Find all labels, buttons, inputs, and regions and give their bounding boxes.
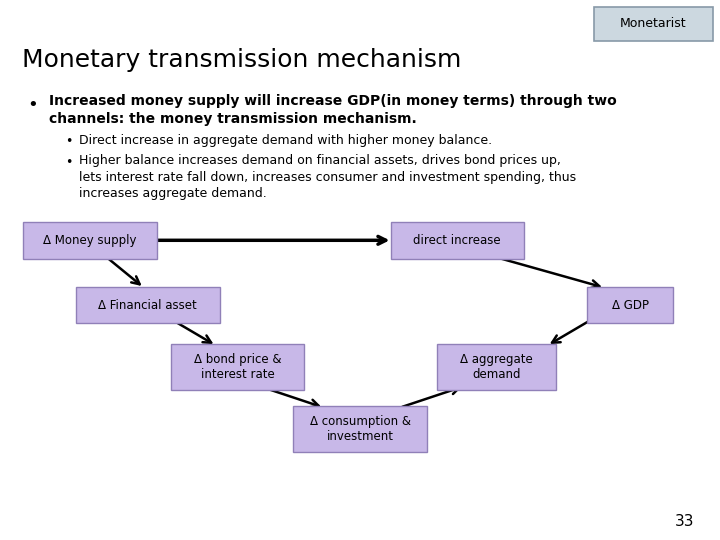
- Text: Higher balance increases demand on financial assets, drives bond prices up,: Higher balance increases demand on finan…: [79, 154, 561, 167]
- Text: Δ Financial asset: Δ Financial asset: [98, 299, 197, 312]
- FancyBboxPatch shape: [171, 345, 304, 390]
- Text: direct increase: direct increase: [413, 234, 501, 247]
- Text: •: •: [27, 96, 38, 114]
- FancyBboxPatch shape: [76, 287, 220, 323]
- Text: channels: the money transmission mechanism.: channels: the money transmission mechani…: [49, 112, 417, 126]
- Text: Δ aggregate
demand: Δ aggregate demand: [460, 353, 534, 381]
- Text: Δ consumption &
investment: Δ consumption & investment: [310, 415, 410, 443]
- Text: increases aggregate demand.: increases aggregate demand.: [79, 187, 267, 200]
- FancyBboxPatch shape: [390, 222, 524, 259]
- FancyBboxPatch shape: [24, 222, 157, 259]
- Text: Monetary transmission mechanism: Monetary transmission mechanism: [22, 49, 461, 72]
- Text: Increased money supply will increase GDP(in money terms) through two: Increased money supply will increase GDP…: [49, 94, 617, 109]
- Text: •: •: [65, 156, 72, 168]
- FancyBboxPatch shape: [438, 345, 556, 390]
- Text: Δ GDP: Δ GDP: [611, 299, 649, 312]
- FancyBboxPatch shape: [294, 407, 426, 453]
- FancyBboxPatch shape: [587, 287, 673, 323]
- Text: 33: 33: [675, 514, 695, 529]
- Text: •: •: [65, 135, 72, 148]
- Text: lets interest rate fall down, increases consumer and investment spending, thus: lets interest rate fall down, increases …: [79, 171, 576, 184]
- Text: Direct increase in aggregate demand with higher money balance.: Direct increase in aggregate demand with…: [79, 134, 492, 147]
- Text: Δ Money supply: Δ Money supply: [43, 234, 137, 247]
- Text: Δ bond price &
interest rate: Δ bond price & interest rate: [194, 353, 282, 381]
- FancyBboxPatch shape: [594, 7, 713, 40]
- Text: Monetarist: Monetarist: [620, 17, 687, 30]
